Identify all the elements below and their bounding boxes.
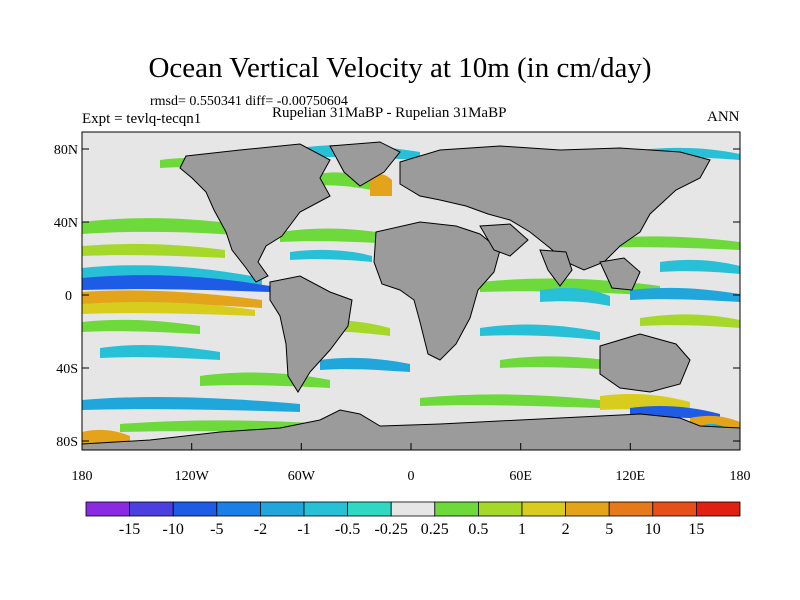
lon-label: 120E bbox=[616, 469, 646, 484]
velocity-patch bbox=[540, 288, 610, 306]
colorbar-label: 0.5 bbox=[468, 521, 488, 538]
colorbar-swatch bbox=[652, 501, 697, 517]
season-label: ANN bbox=[707, 109, 740, 125]
chart-title: Ocean Vertical Velocity at 10m (in cm/da… bbox=[148, 52, 652, 84]
colorbar-swatch bbox=[696, 501, 741, 517]
velocity-patch bbox=[640, 314, 740, 328]
velocity-patch bbox=[82, 397, 300, 412]
velocity-patch bbox=[82, 319, 200, 334]
colorbar-label: -5 bbox=[210, 521, 223, 538]
landmass-australia bbox=[599, 333, 691, 393]
colorbar-label: -10 bbox=[163, 521, 184, 538]
colorbar-swatch bbox=[608, 501, 654, 517]
colorbar-swatch bbox=[565, 501, 610, 517]
velocity-patch bbox=[660, 259, 740, 274]
velocity-patch bbox=[370, 173, 392, 196]
land-masses bbox=[82, 141, 740, 450]
velocity-patch bbox=[82, 302, 255, 316]
map-panel bbox=[82, 132, 740, 450]
lon-labels: 180 120W 60W 0 60E 120E 180 bbox=[72, 469, 751, 484]
lon-label: 0 bbox=[408, 469, 415, 484]
lat-label: 80S bbox=[56, 435, 78, 450]
colorbar-label: 0.25 bbox=[421, 521, 449, 538]
landmass-arabia bbox=[479, 223, 529, 257]
landmass-greenland bbox=[329, 141, 401, 187]
colorbar-label: 5 bbox=[605, 521, 613, 538]
lon-label: 60E bbox=[509, 469, 532, 484]
colorbar-swatch bbox=[259, 501, 305, 517]
colorbar-swatch bbox=[390, 501, 436, 517]
lat-labels: 80N 40N 0 40S 80S bbox=[54, 143, 78, 450]
landmass-antarctica bbox=[82, 409, 740, 450]
colorbar-swatch bbox=[129, 501, 174, 517]
velocity-patch bbox=[82, 290, 262, 308]
experiment-label: Expt = tevlq-tecqn1 bbox=[82, 111, 202, 127]
colorbar-swatch bbox=[521, 501, 566, 517]
landmass-india bbox=[539, 249, 573, 287]
landmass-south-america bbox=[269, 275, 353, 393]
velocity-patch bbox=[82, 218, 250, 236]
velocity-patch bbox=[82, 243, 225, 258]
velocity-patch bbox=[500, 356, 620, 370]
velocity-patch bbox=[290, 249, 372, 262]
landmass-eurasia bbox=[399, 145, 711, 271]
velocity-patch bbox=[280, 228, 400, 244]
velocity-patch bbox=[420, 394, 600, 408]
lon-label: 60W bbox=[288, 469, 316, 484]
colorbar-label: -0.25 bbox=[375, 521, 408, 538]
colorbar-label: 1 bbox=[518, 521, 526, 538]
lat-label: 80N bbox=[54, 143, 78, 158]
landmass-se-asia bbox=[599, 257, 641, 291]
colorbar-label: -1 bbox=[297, 521, 310, 538]
colorbar-label: 15 bbox=[688, 521, 704, 538]
colorbar bbox=[85, 501, 741, 517]
colorbar-swatch bbox=[303, 501, 348, 517]
lat-label: 40N bbox=[54, 216, 78, 231]
velocity-patch bbox=[82, 275, 270, 292]
comparison-label: Rupelian 31MaBP - Rupelian 31MaBP bbox=[272, 105, 507, 121]
stats-label: rmsd= 0.550341 diff= -0.00750604 bbox=[150, 94, 348, 109]
colorbar-label: -0.5 bbox=[335, 521, 360, 538]
velocity-patch bbox=[630, 287, 740, 302]
colorbar-label: -15 bbox=[119, 521, 140, 538]
colorbar-swatch bbox=[434, 501, 479, 517]
velocity-patch bbox=[320, 357, 410, 372]
colorbar-swatch bbox=[172, 501, 218, 517]
colorbar-swatch bbox=[85, 501, 130, 517]
colorbar-label: -2 bbox=[254, 521, 267, 538]
colorbar-swatch bbox=[477, 501, 523, 517]
landmass-north-america bbox=[179, 143, 331, 283]
lon-label: 120W bbox=[175, 469, 210, 484]
axis-ticks bbox=[81, 148, 741, 450]
colorbar-swatch bbox=[216, 501, 261, 517]
landmass-africa bbox=[373, 221, 501, 361]
velocity-patch bbox=[480, 324, 600, 340]
velocity-patch bbox=[600, 236, 740, 250]
lat-label: 0 bbox=[65, 289, 72, 304]
velocity-patch bbox=[100, 345, 220, 360]
colorbar-label: 10 bbox=[645, 521, 661, 538]
lon-label: 180 bbox=[730, 469, 751, 484]
colorbar-label: 2 bbox=[562, 521, 570, 538]
lat-label: 40S bbox=[56, 362, 78, 377]
colorbar-swatch bbox=[347, 501, 392, 517]
lon-label: 180 bbox=[72, 469, 93, 484]
colorbar-labels: -15 -10 -5 -2 -1 -0.5 -0.25 0.25 0.5 1 2 5 10 15 bbox=[119, 521, 704, 538]
